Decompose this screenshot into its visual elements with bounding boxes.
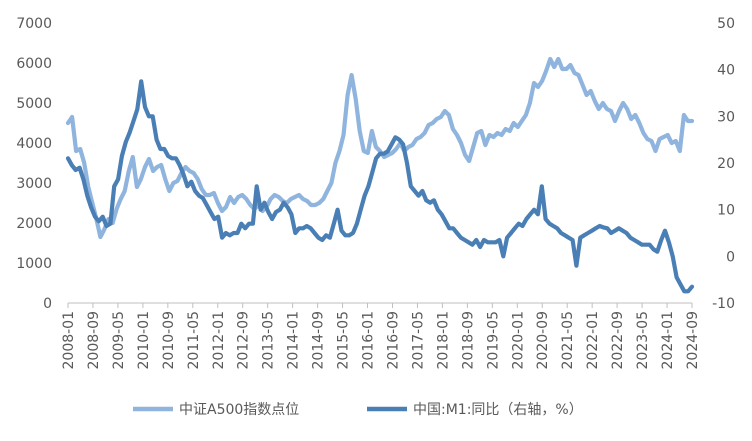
- y-right-tick-label: 40: [717, 63, 735, 79]
- y-left-tick-label: 4000: [16, 136, 52, 152]
- y-left-tick-label: 6000: [16, 56, 52, 72]
- x-tick-label: 2012-01: [211, 311, 227, 370]
- x-tick-label: 2024-01: [660, 311, 676, 370]
- x-tick-label: 2019-05: [485, 311, 501, 370]
- x-tick-label: 2011-05: [186, 311, 202, 370]
- x-tick-label: 2018-01: [435, 311, 451, 370]
- y-left-tick-label: 0: [43, 296, 52, 312]
- x-tick-label: 2009-05: [111, 311, 127, 370]
- x-tick-label: 2024-09: [685, 311, 701, 370]
- y-right-tick-label: -10: [712, 296, 735, 312]
- x-tick-label: 2008-01: [61, 311, 77, 370]
- y-right-tick-label: 50: [717, 16, 735, 32]
- x-tick-label: 2023-05: [635, 311, 651, 370]
- y-right-tick-label: 0: [726, 249, 735, 265]
- x-tick-label: 2016-09: [385, 311, 401, 370]
- x-tick-label: 2010-01: [136, 311, 152, 370]
- x-tick-label: 2021-05: [560, 311, 576, 370]
- x-tick-label: 2013-05: [261, 311, 277, 370]
- x-tick-label: 2010-09: [161, 311, 177, 370]
- x-tick-label: 2014-09: [311, 311, 327, 370]
- x-tick-label: 2012-09: [236, 311, 252, 370]
- legend-label-csi-a500: 中证A500指数点位: [179, 402, 299, 418]
- x-tick-label: 2020-09: [535, 311, 551, 370]
- y-right-tick-label: 20: [717, 156, 735, 172]
- y-left-tick-label: 1000: [16, 256, 52, 272]
- x-tick-label: 2017-05: [410, 311, 426, 370]
- plot-area: [65, 56, 695, 294]
- y-right-tick-label: 10: [717, 203, 735, 219]
- x-tick-label: 2022-09: [610, 311, 626, 370]
- x-tick-label: 2018-09: [460, 311, 476, 370]
- x-tick-label: 2015-05: [336, 311, 352, 370]
- x-tick-label: 2016-01: [361, 311, 377, 370]
- legend: 中证A500指数点位 中国:M1:同比（右轴，%）: [133, 402, 583, 418]
- y-left-tick-label: 2000: [16, 216, 52, 232]
- y-left-tick-label: 7000: [16, 16, 52, 32]
- legend-label-m1-yoy: 中国:M1:同比（右轴，%）: [413, 402, 583, 418]
- x-tick-label: 2014-01: [286, 311, 302, 370]
- y-right-tick-label: 30: [717, 109, 735, 125]
- csi-a500-line: [65, 56, 695, 240]
- x-tick-label: 2022-01: [585, 311, 601, 370]
- y-left-tick-label: 5000: [16, 96, 52, 112]
- x-tick-label: 2020-01: [510, 311, 526, 370]
- m1-yoy-line: [65, 79, 695, 294]
- x-tick-label: 2008-09: [86, 311, 102, 370]
- axes-group: 0 1000 2000 3000 4000 5000 6000 7000 -10 0 10 20 30 4…: [16, 16, 735, 370]
- y-left-tick-label: 3000: [16, 176, 52, 192]
